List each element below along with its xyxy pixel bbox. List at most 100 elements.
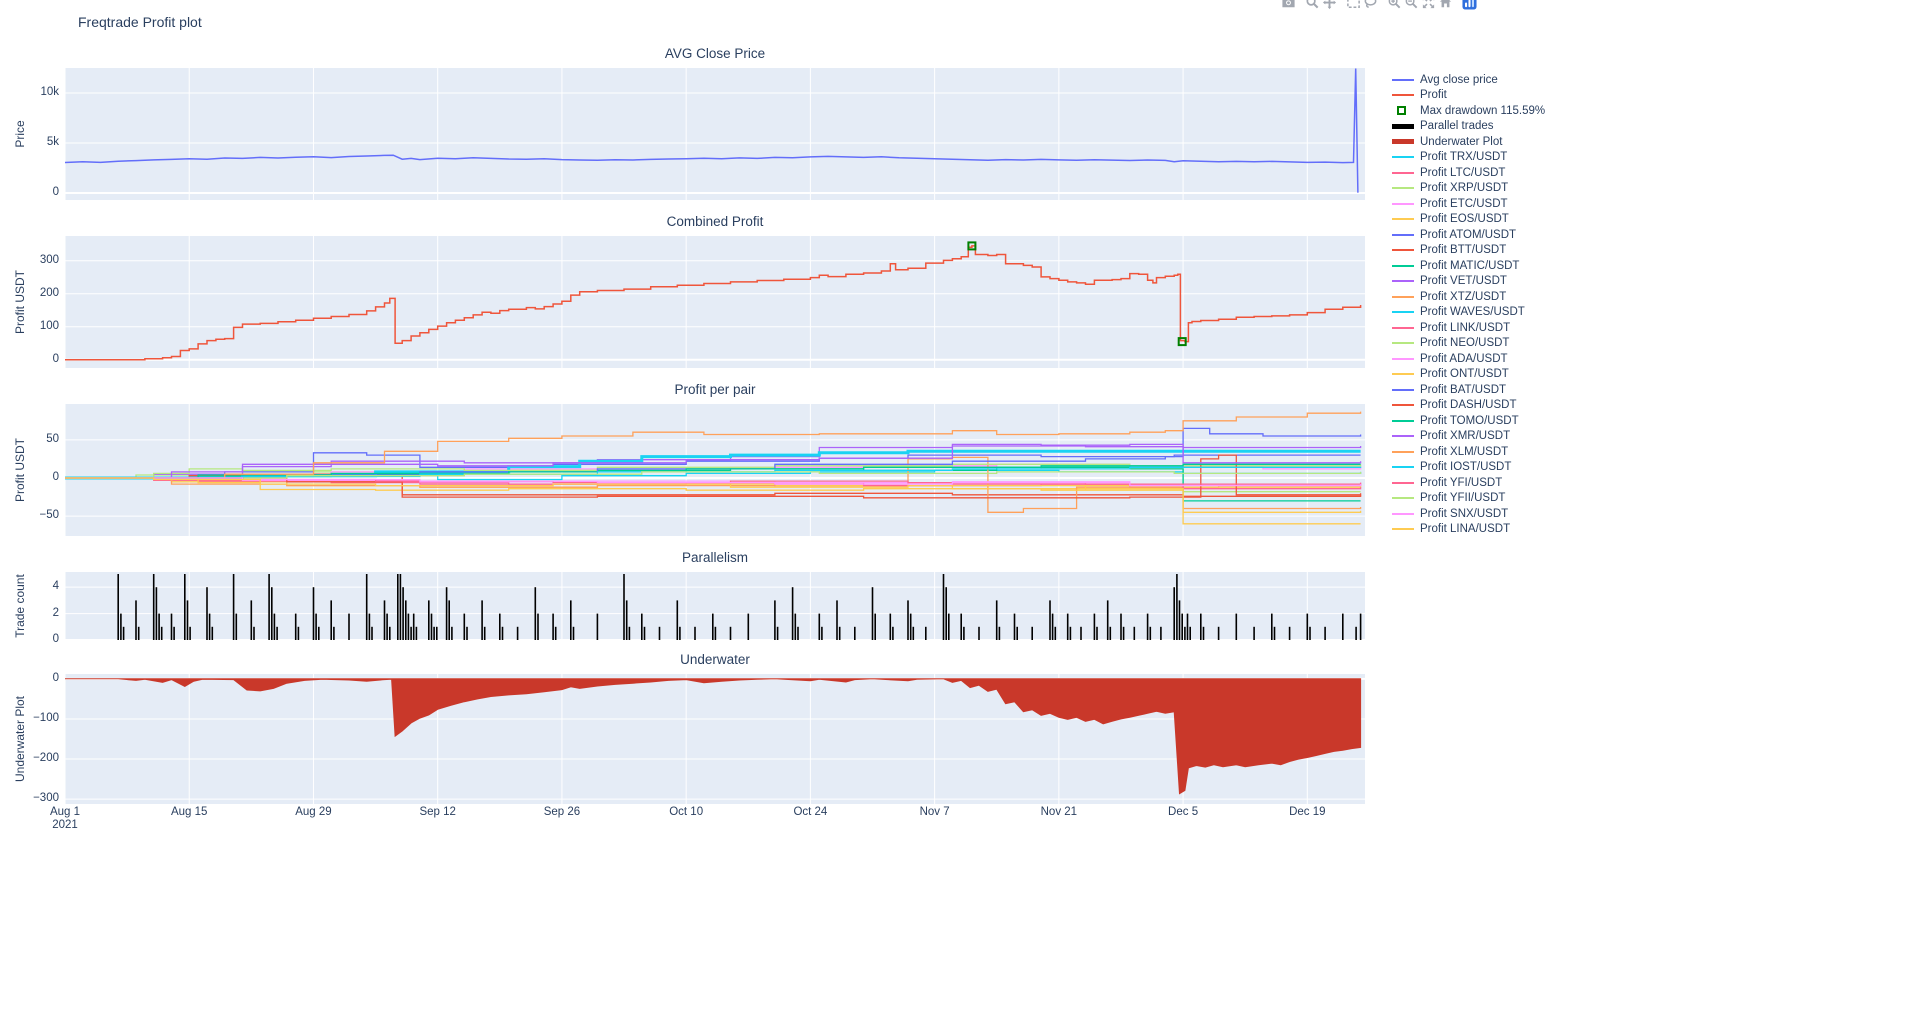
legend-item-profit-vet-usdt[interactable]: Profit VET/USDT	[1392, 274, 1545, 290]
box-select-icon[interactable]	[1346, 0, 1361, 10]
legend-item-avg-close-price[interactable]: Avg close price	[1392, 72, 1545, 88]
subplot-parallelism[interactable]	[65, 572, 1365, 640]
legend-item-profit-dash-usdt[interactable]: Profit DASH/USDT	[1392, 398, 1545, 414]
legend-item-profit-yfi-usdt[interactable]: Profit YFI/USDT	[1392, 475, 1545, 491]
zoom-out-icon[interactable]	[1404, 0, 1419, 10]
legend-item-profit-tomo-usdt[interactable]: Profit TOMO/USDT	[1392, 413, 1545, 429]
x-tick-label: Dec 5	[1168, 806, 1199, 818]
y-axis-label-profit-per-pair: Profit USDT	[13, 437, 27, 503]
legend-item-profit-waves-usdt[interactable]: Profit WAVES/USDT	[1392, 305, 1545, 321]
y-tick-label: 5k	[46, 136, 59, 148]
page-title: Freqtrade Profit plot	[78, 14, 202, 30]
y-tick-label: −200	[33, 752, 59, 765]
subplot-profit-per-pair[interactable]	[65, 404, 1365, 536]
y-tick-label: 0	[52, 633, 59, 645]
subplot-combined-profit[interactable]	[65, 236, 1365, 368]
legend-line-swatch-icon	[1392, 233, 1416, 236]
legend-item-profit-btt-usdt[interactable]: Profit BTT/USDT	[1392, 243, 1545, 259]
legend-item-profit-link-usdt[interactable]: Profit LINK/USDT	[1392, 320, 1545, 336]
legend-line-swatch-icon	[1392, 528, 1416, 531]
legend: Avg close price Profit Max drawdown 115.59…	[1392, 72, 1545, 537]
legend-item-profit-lina-usdt[interactable]: Profit LINA/USDT	[1392, 522, 1545, 538]
legend-item-profit-xrp-usdt[interactable]: Profit XRP/USDT	[1392, 181, 1545, 197]
plotly-logo-icon[interactable]	[1462, 0, 1477, 10]
modebar-group	[1462, 0, 1477, 10]
legend-item-underwater-plot[interactable]: Underwater Plot	[1392, 134, 1545, 150]
modebar-group	[1346, 0, 1378, 10]
legend-item-profit-etc-usdt[interactable]: Profit ETC/USDT	[1392, 196, 1545, 212]
y-tick-label: 10k	[40, 86, 59, 98]
x-tick-label: Dec 19	[1289, 806, 1326, 818]
legend-line-swatch-icon	[1392, 295, 1416, 298]
legend-item-profit-xmr-usdt[interactable]: Profit XMR/USDT	[1392, 429, 1545, 445]
legend-item-profit-eos-usdt[interactable]: Profit EOS/USDT	[1392, 212, 1545, 228]
legend-item-profit-xtz-usdt[interactable]: Profit XTZ/USDT	[1392, 289, 1545, 305]
legend-item-profit[interactable]: Profit	[1392, 88, 1545, 104]
y-tick-label: −50	[39, 509, 59, 522]
autoscale-icon[interactable]	[1421, 0, 1436, 10]
legend-line-swatch-icon	[1392, 388, 1416, 391]
legend-line-swatch-icon	[1392, 78, 1416, 81]
legend-line-swatch-icon	[1392, 512, 1416, 515]
legend-item-profit-ont-usdt[interactable]: Profit ONT/USDT	[1392, 367, 1545, 383]
legend-item-profit-ada-usdt[interactable]: Profit ADA/USDT	[1392, 351, 1545, 367]
legend-item-profit-matic-usdt[interactable]: Profit MATIC/USDT	[1392, 258, 1545, 274]
legend-label: Profit DASH/USDT	[1420, 399, 1517, 412]
subplot-title-parallelism: Parallelism	[681, 550, 749, 565]
plot-parallelism	[65, 572, 1365, 640]
pan-icon[interactable]	[1322, 0, 1337, 10]
legend-line-swatch-icon	[1392, 342, 1416, 345]
x-tick-label: Oct 24	[793, 806, 828, 818]
legend-line-swatch-icon	[1392, 94, 1416, 97]
x-tick-label: Aug 29	[295, 806, 332, 818]
lasso-icon[interactable]	[1363, 0, 1378, 10]
y-tick-label: 200	[39, 286, 59, 299]
reset-axes-icon[interactable]	[1438, 0, 1453, 10]
y-tick-label: 50	[46, 432, 59, 445]
y-axis-label-underwater: Underwater Plot	[13, 695, 27, 783]
legend-item-profit-ltc-usdt[interactable]: Profit LTC/USDT	[1392, 165, 1545, 181]
legend-line-swatch-icon	[1392, 419, 1416, 422]
legend-item-profit-iost-usdt[interactable]: Profit IOST/USDT	[1392, 460, 1545, 476]
zoom-icon[interactable]	[1305, 0, 1320, 10]
legend-item-profit-snx-usdt[interactable]: Profit SNX/USDT	[1392, 506, 1545, 522]
plot-avg-close-price	[65, 68, 1365, 200]
legend-line-swatch-icon	[1392, 139, 1416, 145]
legend-item-profit-neo-usdt[interactable]: Profit NEO/USDT	[1392, 336, 1545, 352]
legend-item-profit-atom-usdt[interactable]: Profit ATOM/USDT	[1392, 227, 1545, 243]
subplot-title-underwater: Underwater	[680, 652, 750, 667]
legend-line-swatch-icon	[1392, 264, 1416, 267]
legend-line-swatch-icon	[1392, 156, 1416, 159]
legend-item-profit-trx-usdt[interactable]: Profit TRX/USDT	[1392, 150, 1545, 166]
legend-label: Avg close price	[1420, 73, 1498, 86]
legend-label: Profit XLM/USDT	[1420, 445, 1509, 458]
legend-item-max-drawdown-115-59[interactable]: Max drawdown 115.59%	[1392, 103, 1545, 119]
camera-icon[interactable]	[1281, 0, 1296, 10]
legend-label: Profit YFII/USDT	[1420, 492, 1506, 505]
legend-label: Profit TRX/USDT	[1420, 151, 1508, 164]
y-tick-label: 4	[52, 580, 59, 593]
subplot-underwater[interactable]	[65, 674, 1365, 804]
legend-item-profit-yfii-usdt[interactable]: Profit YFII/USDT	[1392, 491, 1545, 507]
legend-item-profit-xlm-usdt[interactable]: Profit XLM/USDT	[1392, 444, 1545, 460]
legend-label: Profit YFI/USDT	[1420, 476, 1503, 489]
legend-item-profit-bat-usdt[interactable]: Profit BAT/USDT	[1392, 382, 1545, 398]
x-tick-label: Nov 21	[1040, 806, 1078, 818]
modebar-group	[1387, 0, 1453, 10]
y-tick-label: 100	[39, 319, 59, 332]
legend-label: Profit NEO/USDT	[1420, 337, 1510, 350]
legend-label: Profit VET/USDT	[1420, 275, 1507, 288]
x-tick-label: Aug 1 2021	[49, 806, 81, 831]
zoom-in-icon[interactable]	[1387, 0, 1402, 10]
subplot-title-combined-profit: Combined Profit	[666, 214, 764, 229]
subplot-avg-close-price[interactable]	[65, 68, 1365, 200]
modebar-group	[1281, 0, 1296, 10]
legend-label: Parallel trades	[1420, 120, 1494, 133]
y-tick-label: −300	[33, 792, 59, 805]
legend-line-swatch-icon	[1392, 404, 1416, 407]
x-tick-label: Aug 15	[170, 806, 208, 818]
modebar	[1272, 0, 1477, 10]
legend-label: Profit LINA/USDT	[1420, 523, 1511, 536]
legend-item-parallel-trades[interactable]: Parallel trades	[1392, 119, 1545, 135]
plot-underwater	[65, 674, 1365, 804]
